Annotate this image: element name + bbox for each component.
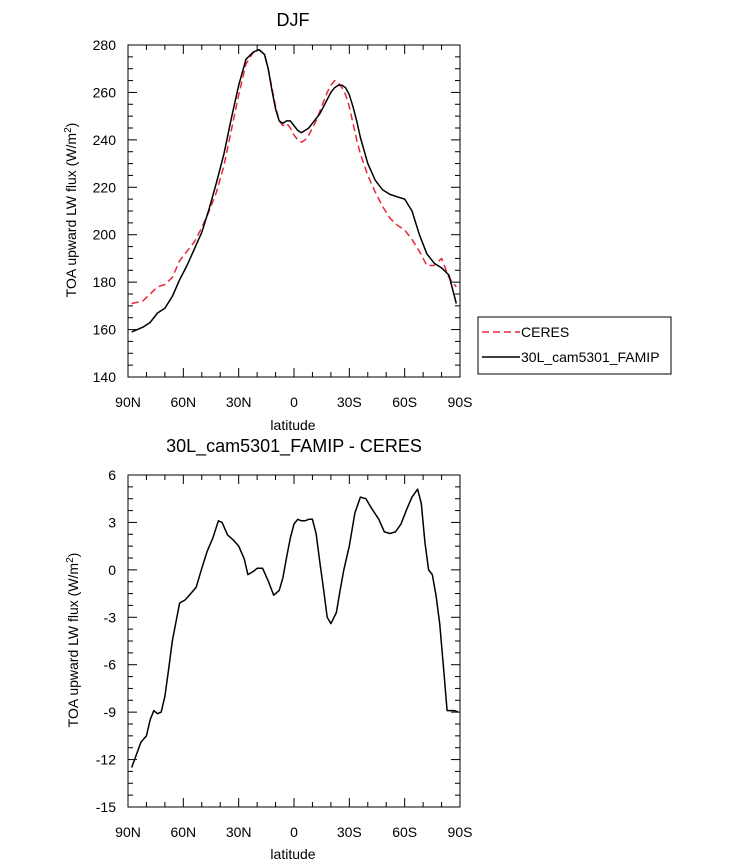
y-tick-labels: 140 160 180 200 220 240 260 280 bbox=[93, 37, 117, 385]
x-tick-label: 60N bbox=[170, 824, 196, 840]
y-tick-label: 260 bbox=[93, 84, 117, 100]
tick-marks bbox=[127, 474, 461, 808]
series-line-30l-cam5301-famip-ceres bbox=[130, 488, 459, 768]
y-tick-labels: -15 -12 -9 -6 -3 0 3 6 bbox=[96, 467, 116, 815]
x-tick-label: 30S bbox=[337, 824, 362, 840]
djf-flux-panel: DJF 90N 60N 30N 0 30S 60S 90S 140 160 180 200 220 2… bbox=[63, 10, 472, 433]
y-tick-label: -12 bbox=[96, 752, 116, 768]
legend-label-model: 30L_cam5301_FAMIP bbox=[521, 349, 660, 365]
x-axis-label: latitude bbox=[270, 846, 315, 862]
y-tick-label: 280 bbox=[93, 37, 117, 53]
y-tick-label: 160 bbox=[93, 322, 117, 338]
legend-box bbox=[477, 316, 672, 375]
legend: CERES 30L_cam5301_FAMIP bbox=[477, 316, 672, 375]
y-tick-label: -15 bbox=[96, 799, 116, 815]
y-axis-label: TOA upward LW flux (W/m2) bbox=[65, 553, 81, 728]
x-tick-labels: 90N 60N 30N 0 30S 60S 90S bbox=[115, 824, 472, 840]
x-tick-label: 30S bbox=[337, 394, 362, 410]
x-tick-label: 30N bbox=[226, 394, 252, 410]
x-tick-label: 60S bbox=[392, 824, 417, 840]
x-tick-label: 90S bbox=[448, 824, 473, 840]
y-tick-label: 240 bbox=[93, 132, 117, 148]
y-tick-label: -3 bbox=[104, 609, 117, 625]
series-lines bbox=[131, 48, 458, 333]
x-tick-label: 90N bbox=[115, 824, 141, 840]
x-tick-label: 0 bbox=[290, 394, 298, 410]
y-tick-label: 220 bbox=[93, 179, 117, 195]
chart-title: 30L_cam5301_FAMIP - CERES bbox=[166, 436, 422, 457]
y-axis-label-sup: 2 bbox=[63, 127, 74, 133]
series-line-ceres bbox=[131, 48, 457, 305]
x-tick-label: 0 bbox=[290, 824, 298, 840]
y-tick-label: 140 bbox=[93, 369, 117, 385]
x-tick-label: 90N bbox=[115, 394, 141, 410]
x-tick-labels: 90N 60N 30N 0 30S 60S 90S bbox=[115, 394, 472, 410]
y-axis-label-end: ) bbox=[65, 553, 81, 558]
y-tick-label: 200 bbox=[93, 227, 117, 243]
chart-title: DJF bbox=[277, 10, 310, 30]
difference-panel: 30L_cam5301_FAMIP - CERES 90N 60N 30N 0 30S 6… bbox=[65, 436, 472, 862]
y-axis-label: TOA upward LW flux (W/m2) bbox=[63, 123, 79, 298]
y-tick-label: 3 bbox=[108, 514, 116, 530]
x-tick-label: 30N bbox=[226, 824, 252, 840]
x-tick-label: 60N bbox=[170, 394, 196, 410]
x-axis-label: latitude bbox=[270, 417, 315, 433]
series-line-30l-cam5301-famip bbox=[131, 48, 458, 333]
y-tick-label: 6 bbox=[108, 467, 116, 483]
y-axis-label-sup: 2 bbox=[65, 557, 76, 563]
x-tick-label: 90S bbox=[448, 394, 473, 410]
y-axis-label-main: TOA upward LW flux (W/m bbox=[63, 133, 79, 297]
y-axis-label-main: TOA upward LW flux (W/m bbox=[65, 563, 81, 727]
y-tick-label: 180 bbox=[93, 274, 117, 290]
y-tick-label: -9 bbox=[104, 704, 117, 720]
series-lines bbox=[130, 488, 459, 768]
y-tick-label: 0 bbox=[108, 562, 116, 578]
legend-label-ceres: CERES bbox=[521, 324, 569, 340]
y-tick-label: -6 bbox=[104, 657, 117, 673]
tick-marks bbox=[127, 44, 461, 378]
y-axis-label-end: ) bbox=[63, 123, 79, 128]
plot-frame bbox=[127, 44, 461, 378]
x-tick-label: 60S bbox=[392, 394, 417, 410]
